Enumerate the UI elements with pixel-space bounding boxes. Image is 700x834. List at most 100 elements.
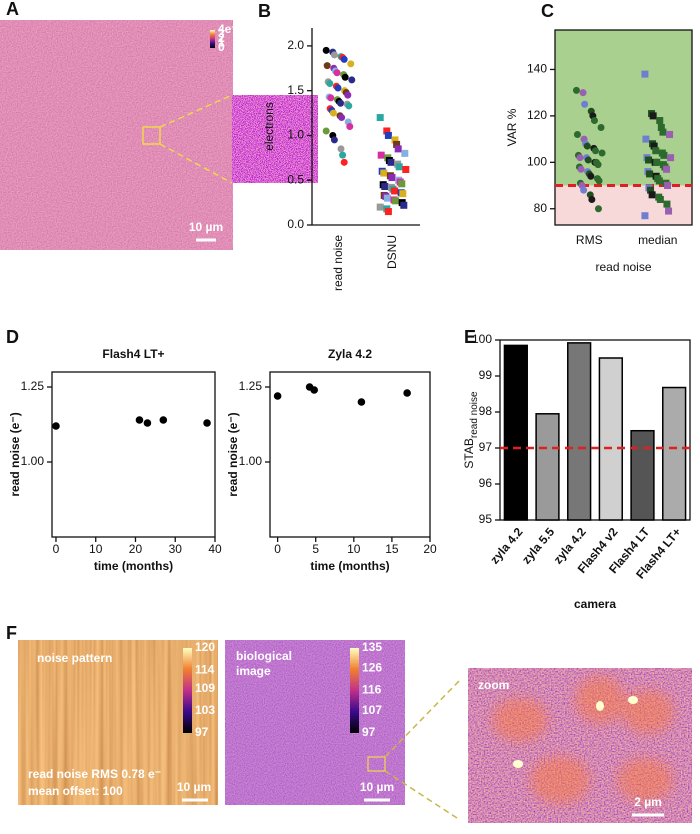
point: [597, 124, 605, 131]
point: [577, 165, 585, 173]
x-tick-label: 20: [129, 542, 143, 556]
y-tick-label: 120: [527, 108, 547, 122]
biological-image: [225, 640, 405, 805]
scale-bar-label: 2 µm: [634, 795, 662, 809]
point: [663, 200, 671, 208]
y-tick-label: 140: [527, 62, 547, 76]
bar: [630, 429, 655, 521]
colorbar-tick-label: 1: [218, 36, 225, 50]
image-title: biological: [236, 649, 292, 663]
chart-title: Zyla 4.2: [328, 347, 372, 361]
point: [387, 158, 395, 166]
x-tick-label: zyla 4.2: [487, 525, 525, 567]
point: [650, 142, 658, 150]
point: [576, 154, 584, 162]
y-axis-label: STABread noise: [462, 391, 479, 469]
image-title: zoom: [478, 678, 509, 692]
point: [384, 208, 392, 216]
point: [572, 86, 580, 94]
point: [384, 131, 392, 139]
zoom-line: [384, 679, 461, 758]
point: [143, 419, 152, 427]
point: [590, 117, 598, 125]
x-tick-label: 10: [347, 542, 361, 556]
point: [310, 386, 318, 394]
point: [203, 419, 211, 427]
point: [341, 73, 349, 81]
point: [656, 195, 664, 203]
point: [327, 94, 335, 102]
point: [398, 180, 406, 188]
colorbar-tick-label: 107: [362, 703, 382, 717]
x-tick-label: RMS: [576, 233, 603, 247]
roi-box: [142, 126, 161, 145]
point: [347, 60, 355, 68]
point: [666, 130, 674, 138]
colorbar-tick-label: 0: [218, 40, 225, 54]
point: [348, 76, 356, 84]
y-tick-label: 1.25: [239, 379, 263, 393]
y-tick-label: 100: [527, 154, 547, 168]
point: [580, 186, 588, 194]
scale-bar-label: 10 µm: [360, 780, 394, 794]
x-axis-label: time (months): [94, 559, 173, 573]
x-tick-label: 15: [385, 542, 399, 556]
y-tick-label: 80: [534, 201, 548, 215]
point: [330, 136, 338, 144]
colorbar-tick-label: 3: [218, 27, 225, 41]
point: [345, 102, 353, 110]
y-tick-label: 1.00: [21, 454, 45, 468]
point: [334, 84, 342, 92]
bright-spot: [596, 701, 604, 711]
point: [338, 114, 346, 122]
y-axis-label-main: STAB: [462, 438, 476, 468]
point: [403, 389, 411, 397]
point: [377, 151, 385, 159]
point: [581, 100, 589, 108]
bright-spot: [628, 696, 638, 704]
y-tick-label: 100: [472, 332, 492, 346]
zoom-line: [159, 94, 233, 128]
point: [652, 147, 660, 155]
point: [653, 158, 661, 166]
point: [667, 154, 675, 162]
y-axis-label-sub: read noise: [469, 391, 480, 438]
point: [394, 145, 402, 153]
bar: [567, 342, 592, 521]
point: [346, 123, 354, 130]
colorbar-tick-label: 4e⁻: [218, 22, 238, 36]
point: [598, 149, 606, 157]
image-note: mean offset: 100: [28, 784, 123, 798]
y-axis-label: read noise (e⁻): [8, 412, 22, 496]
point: [337, 99, 345, 107]
image-title: noise pattern: [37, 651, 112, 665]
y-tick-label: 2.0: [287, 38, 304, 52]
point: [357, 398, 366, 406]
point: [401, 149, 409, 157]
point: [339, 151, 347, 159]
roi-box: [367, 756, 386, 772]
colorbar-tick-label: 135: [362, 640, 382, 654]
point: [659, 128, 667, 136]
x-tick-label: 40: [208, 542, 222, 556]
point: [273, 392, 282, 400]
x-axis-label: camera: [574, 597, 616, 611]
point: [664, 182, 672, 190]
point: [646, 170, 654, 178]
y-tick-label: 98: [479, 404, 493, 418]
point: [395, 163, 403, 171]
point: [344, 91, 352, 99]
point: [648, 191, 656, 199]
point: [52, 422, 60, 430]
region-above: [555, 30, 692, 186]
plot-frame: [499, 339, 691, 521]
colorbar-tick-label: 120: [195, 640, 215, 654]
point: [376, 114, 384, 122]
scale-bar-label: 10 µm: [177, 780, 211, 794]
point: [380, 169, 388, 177]
plot-frame: [51, 371, 216, 538]
point: [594, 205, 602, 213]
point: [135, 416, 144, 424]
point: [594, 161, 602, 169]
